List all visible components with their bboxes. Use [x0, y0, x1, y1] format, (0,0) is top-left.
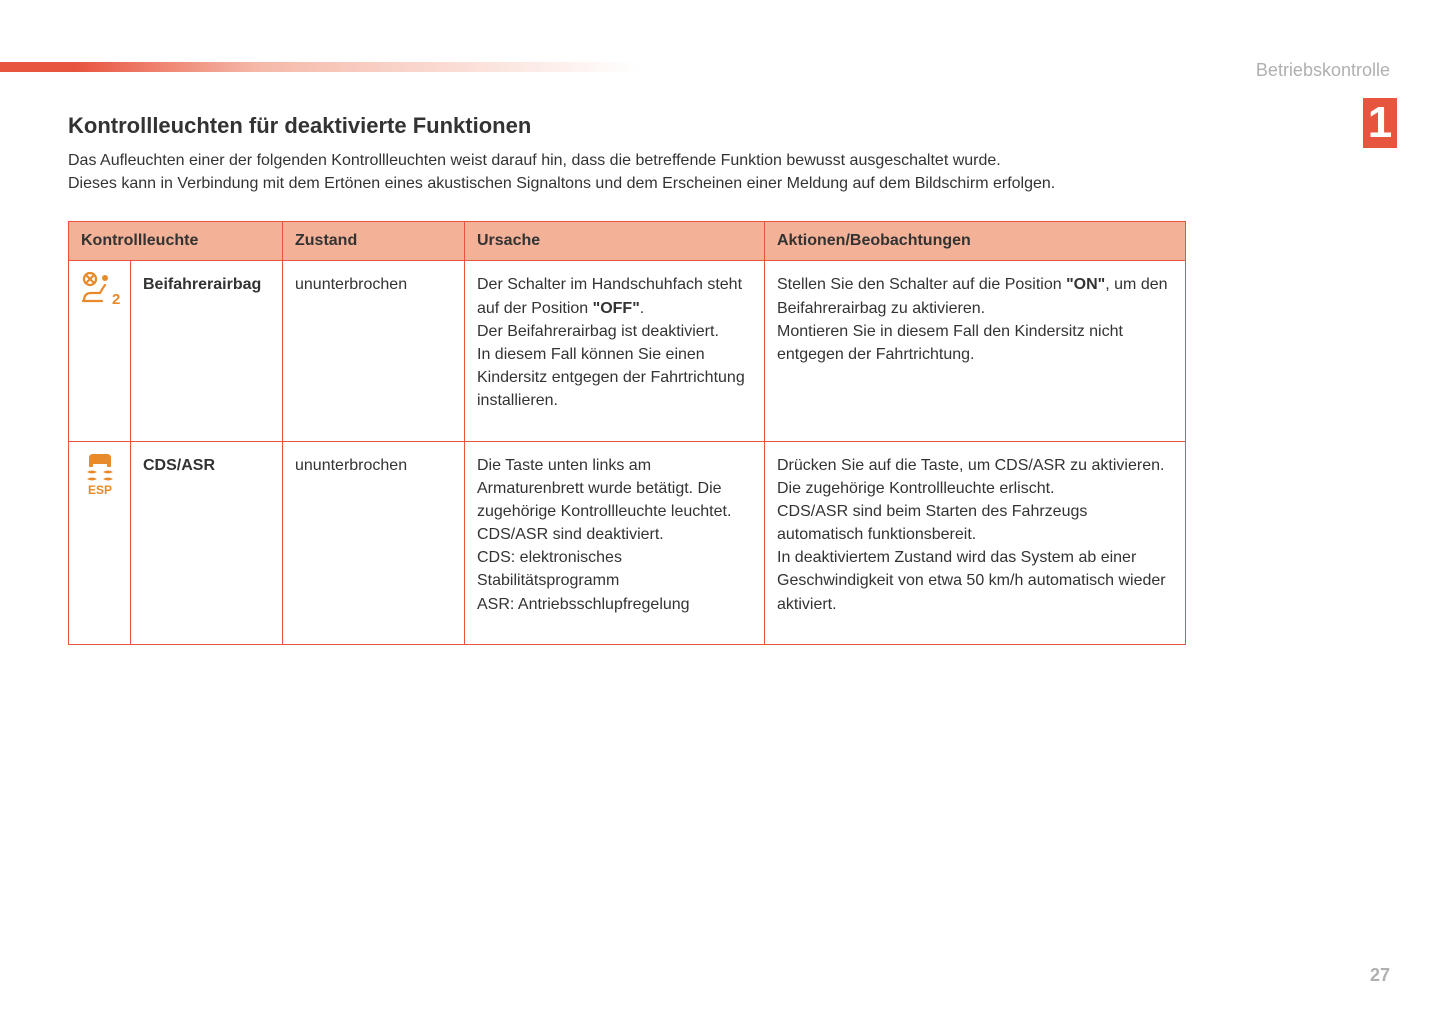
action-text-post: Drücken Sie auf die Taste, um CDS/ASR zu…: [777, 457, 1166, 613]
icon-cell: ESP: [69, 441, 131, 644]
col-header-actions: Aktionen/Beobachtungen: [765, 222, 1186, 261]
intro-line-2: Dieses kann in Verbindung mit dem Ertöne…: [68, 175, 1055, 192]
chapter-tab: 1: [1363, 98, 1397, 148]
action-text-bold: "ON": [1066, 276, 1105, 293]
cause-text-bold: "OFF": [593, 300, 640, 317]
page-number: 27: [1370, 965, 1390, 986]
indicator-name: CDS/ASR: [131, 441, 283, 644]
indicator-state: ununterbrochen: [283, 261, 465, 441]
intro-line-1: Das Aufleuchten einer der folgenden Kont…: [68, 152, 1001, 169]
indicator-state: ununterbrochen: [283, 441, 465, 644]
section-label: Betriebskontrolle: [1256, 60, 1390, 81]
top-gradient-bar: [0, 62, 640, 72]
passenger-airbag-off-icon: 2: [80, 271, 120, 307]
esp-icon-label: ESP: [87, 483, 111, 496]
table-row: 2 Beifahrerairbag ununterbrochen Der Sch…: [69, 261, 1186, 441]
col-header-state: Zustand: [283, 222, 465, 261]
page-title: Kontrollleuchten für deaktivierte Funkti…: [68, 113, 1186, 139]
indicator-name: Beifahrerairbag: [131, 261, 283, 441]
esp-icon: ESP: [81, 452, 119, 496]
col-header-indicator: Kontrollleuchte: [69, 222, 283, 261]
col-header-cause: Ursache: [465, 222, 765, 261]
table-header-row: Kontrollleuchte Zustand Ursache Aktionen…: [69, 222, 1186, 261]
indicator-cause: Der Schalter im Handschuhfach steht auf …: [465, 261, 765, 441]
cause-text-post: Die Taste unten links am Armaturenbrett …: [477, 457, 731, 613]
action-text-pre: Stellen Sie den Schalter auf die Positio…: [777, 276, 1066, 293]
svg-text:2: 2: [112, 291, 120, 307]
indicator-cause: Die Taste unten links am Armaturenbrett …: [465, 441, 765, 644]
intro-text: Das Aufleuchten einer der folgenden Kont…: [68, 149, 1186, 195]
indicator-actions: Drücken Sie auf die Taste, um CDS/ASR zu…: [765, 441, 1186, 644]
table-row: ESP CDS/ASR ununterbrochen Die Taste unt…: [69, 441, 1186, 644]
warning-lights-table: Kontrollleuchte Zustand Ursache Aktionen…: [68, 221, 1186, 644]
icon-cell: 2: [69, 261, 131, 441]
indicator-actions: Stellen Sie den Schalter auf die Positio…: [765, 261, 1186, 441]
main-content: Kontrollleuchten für deaktivierte Funkti…: [68, 113, 1186, 645]
